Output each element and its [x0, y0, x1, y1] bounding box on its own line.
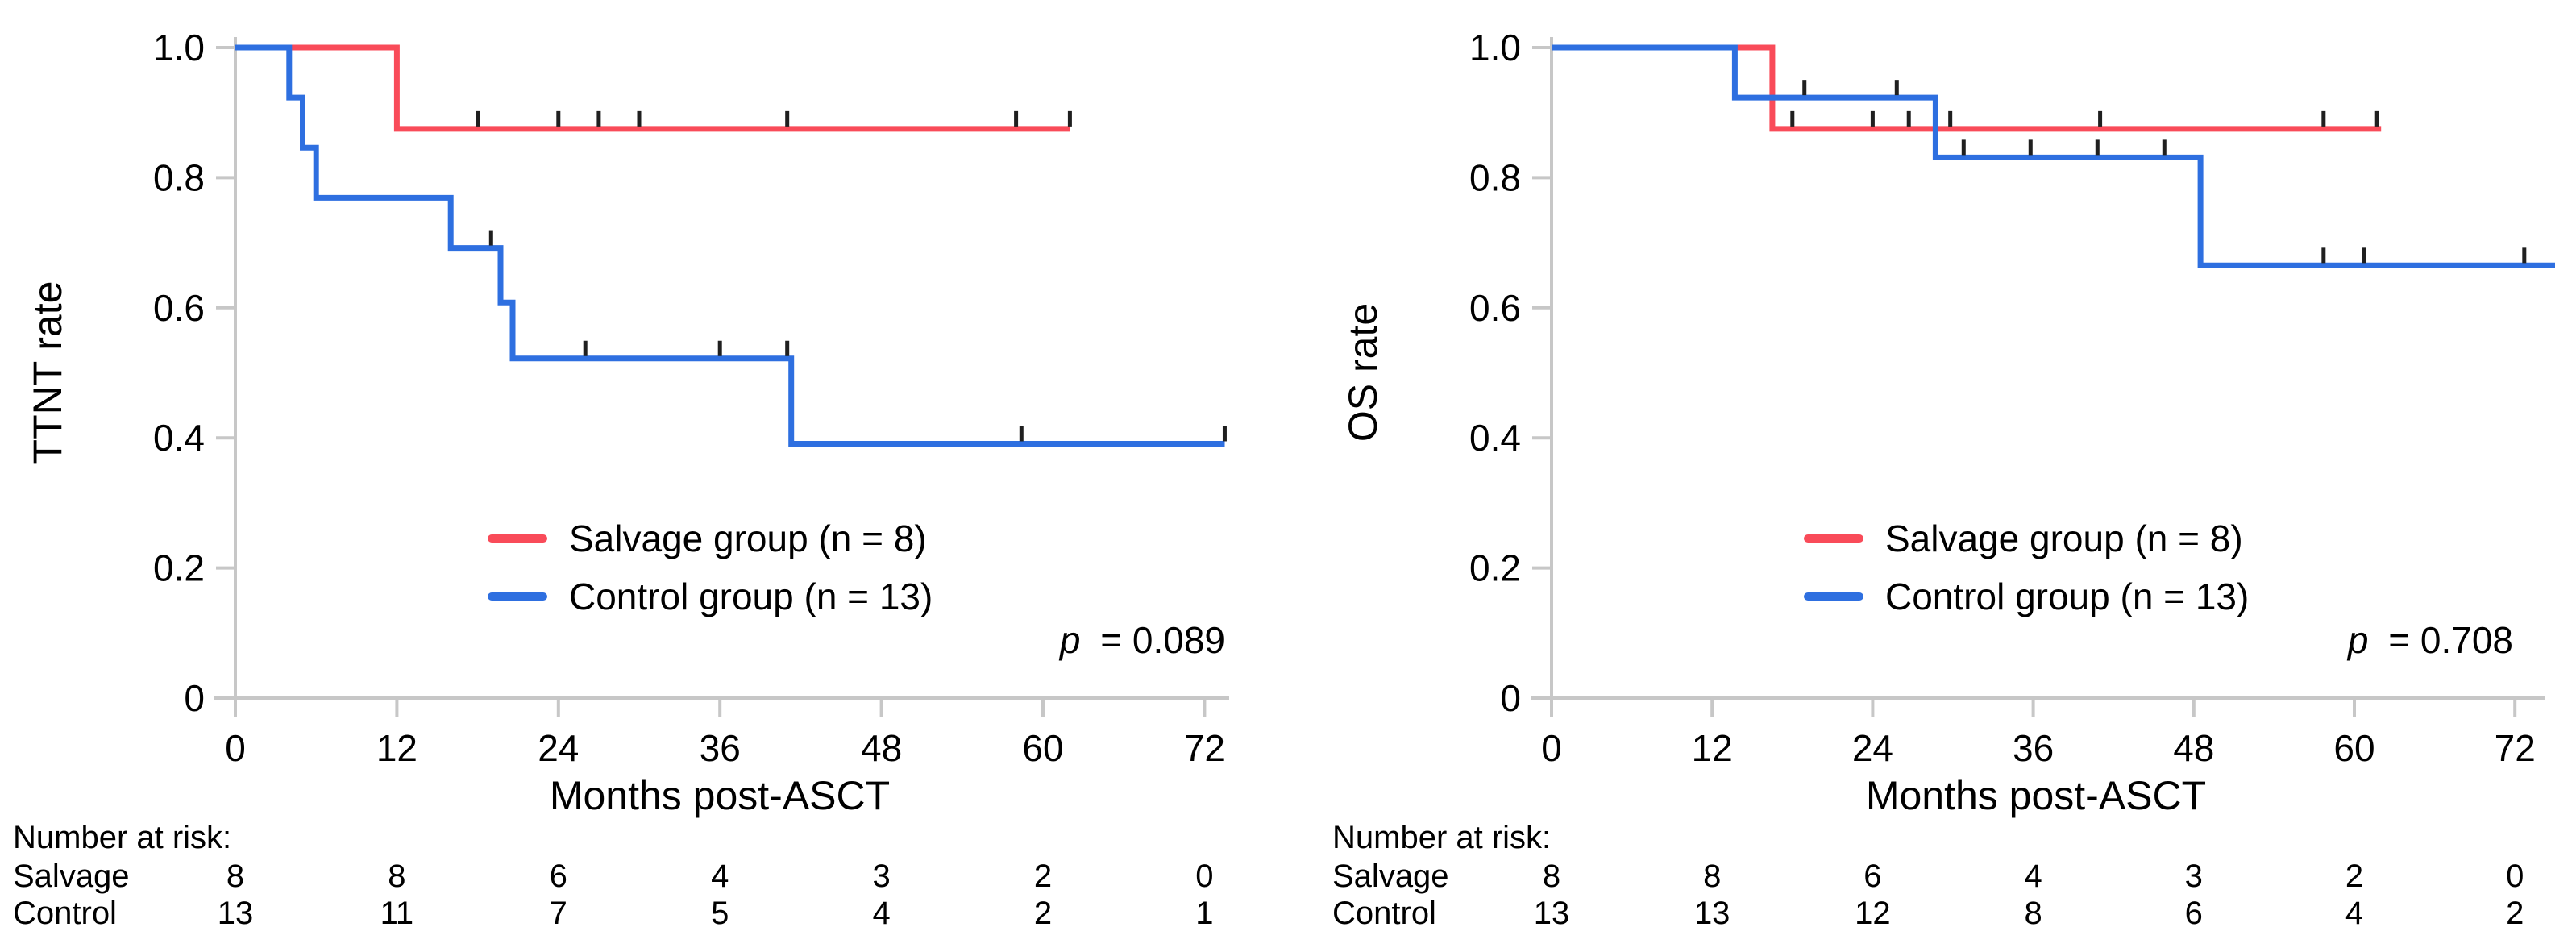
legend-label-salvage: Salvage group (n = 8) [569, 518, 927, 559]
y-tick-label: 0.8 [1469, 156, 1521, 198]
x-tick-label: 72 [1184, 727, 1225, 769]
legend-label-control: Control group (n = 13) [1885, 576, 2249, 617]
os-panel: 1.0 0.8 0.6 0.4 0.2 0 0 12 24 36 48 60 72 8 8 6 4 3 2 0 13 13… [1288, 0, 2576, 952]
y-axis-title: TTNT rate [25, 281, 70, 464]
risk-count: 4 [2024, 858, 2042, 894]
risk-count: 13 [1534, 896, 1570, 931]
risk-table-header: Number at risk: [13, 820, 231, 855]
x-axis-title: Months post-ASCT [1866, 773, 2206, 818]
risk-count: 2 [2506, 896, 2524, 931]
risk-count: 0 [1195, 858, 1213, 894]
legend-item-control: Control group (n = 13) [1804, 576, 2249, 617]
y-tick-label: 0.6 [1469, 287, 1521, 329]
y-tick-label: 0.4 [1469, 417, 1521, 459]
x-tick-label: 0 [225, 727, 246, 769]
risk-count: 8 [1543, 858, 1560, 894]
risk-count: 2 [2345, 858, 2363, 894]
salvage-curve [1552, 44, 2382, 132]
legend: Salvage group (n = 8) Control group (n =… [488, 518, 933, 617]
plot-layer: 1.00.80.60.40.200 12 24 36 48 60 728 8 6 4 3 2 013 11… [153, 27, 1229, 931]
risk-count: 7 [550, 896, 567, 931]
risk-count: 8 [226, 858, 244, 894]
y-tick-label: 0.2 [153, 547, 205, 589]
risk-count: 3 [872, 858, 890, 894]
risk-count: 6 [1863, 858, 1881, 894]
y-tick-label: 0.4 [153, 417, 205, 459]
risk-count: 2 [1034, 858, 1052, 894]
legend-item-salvage: Salvage group (n = 8) [488, 518, 927, 559]
risk-count: 11 [380, 896, 414, 931]
risk-count: 12 [1855, 896, 1891, 931]
x-tick-label: 12 [1692, 727, 1733, 769]
x-tick-label: 24 [538, 727, 579, 769]
risk-row-label-salvage: Salvage [1332, 858, 1449, 894]
risk-count: 8 [388, 858, 405, 894]
legend-label-control: Control group (n = 13) [569, 576, 933, 617]
risk-count: 4 [711, 858, 729, 894]
risk-count: 4 [872, 896, 890, 931]
y-tick-label: 0 [1500, 677, 1521, 719]
legend-item-control: Control group (n = 13) [488, 576, 933, 617]
control-curve [1552, 44, 2555, 268]
risk-count: 1 [1195, 896, 1213, 931]
x-tick-label: 36 [700, 727, 741, 769]
x-tick-label: 24 [1852, 727, 1893, 769]
x-tick-label: 12 [376, 727, 418, 769]
salvage-curve [235, 44, 1070, 132]
legend: Salvage group (n = 8) Control group (n =… [1804, 518, 2249, 617]
p-value: p = 0.089 [1058, 619, 1225, 661]
risk-count: 3 [2185, 858, 2203, 894]
legend-label-salvage: Salvage group (n = 8) [1885, 518, 2243, 559]
ttnt-panel: 1.0 0.8 0.6 0.4 0.2 0 0 12 24 36 48 60 72 8 8 6 4 3 2 0 13 11… [13, 27, 1229, 931]
x-tick-label: 60 [2333, 727, 2374, 769]
y-tick-label: 0.6 [153, 287, 205, 329]
y-tick-label: 0.2 [1469, 547, 1521, 589]
x-tick-label: 60 [1022, 727, 1063, 769]
x-tick-label: 0 [1541, 727, 1562, 769]
risk-count: 13 [1694, 896, 1730, 931]
plot-layer: 1.00.80.60.40.200 12 24 36 48 60 728 8 6 4 3 2 013 13… [1469, 27, 2555, 931]
ttnt-km-chart: 1.00.80.60.40.200 12 24 36 48 60 728 8 6 4 3 2 013 11… [13, 27, 1229, 931]
y-tick-label: 0 [184, 677, 205, 719]
x-tick-label: 48 [861, 727, 902, 769]
risk-table-header: Number at risk: [1332, 820, 1551, 855]
x-tick-label: 72 [2495, 727, 2536, 769]
risk-count: 4 [2345, 896, 2363, 931]
risk-row-label-control: Control [13, 896, 117, 931]
y-tick-label: 1.0 [1469, 27, 1521, 69]
legend-item-salvage: Salvage group (n = 8) [1804, 518, 2243, 559]
os-km-chart: 1.00.80.60.40.200 12 24 36 48 60 728 8 6 4 3 2 013 13… [1332, 27, 2555, 931]
risk-row-label-salvage: Salvage [13, 858, 130, 894]
risk-count: 2 [1034, 896, 1052, 931]
risk-count: 6 [550, 858, 567, 894]
risk-count: 8 [2024, 896, 2042, 931]
risk-table: Number at risk: Salvage Control [1332, 820, 1551, 931]
risk-count: 6 [2185, 896, 2203, 931]
y-axis-title: OS rate [1340, 303, 1386, 442]
control-curve [235, 44, 1225, 447]
risk-row-label-control: Control [1332, 896, 1436, 931]
risk-table: Number at risk: Salvage Control [13, 820, 231, 931]
risk-count: 8 [1703, 858, 1721, 894]
p-value: p = 0.708 [2346, 619, 2513, 661]
y-tick-label: 0.8 [153, 156, 205, 198]
y-tick-label: 1.0 [153, 27, 205, 69]
x-tick-label: 36 [2013, 727, 2054, 769]
risk-count: 13 [218, 896, 254, 931]
x-tick-label: 48 [2173, 727, 2214, 769]
risk-count: 5 [711, 896, 729, 931]
x-axis-title: Months post-ASCT [550, 773, 890, 818]
risk-count: 0 [2506, 858, 2524, 894]
